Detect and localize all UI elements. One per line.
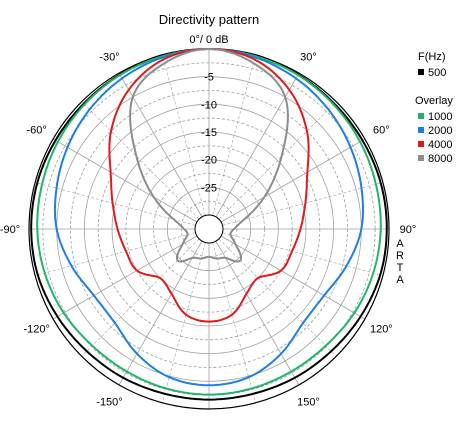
series-line-500 <box>30 48 388 401</box>
legend: F(Hz) Overlay 500 1000 2000 4000 8000 <box>415 51 453 165</box>
side-letter: A <box>396 274 404 286</box>
axis-labels: -5 -10 -15 -20 -25 -30° 30° -60° 60° -90° 90° -120°… <box>0 52 416 424</box>
legend-swatch <box>418 113 424 119</box>
angle-tick-label: 30° <box>300 52 317 64</box>
series-line-2000 <box>53 48 365 387</box>
angle-tick-label: 150° <box>297 396 320 408</box>
grid-spoke <box>215 240 300 386</box>
angle-tick-label: 120° <box>370 324 393 336</box>
grid-spoke <box>222 182 383 226</box>
series-layer <box>30 48 388 401</box>
series-line-8000 <box>129 48 289 263</box>
legend-heading: F(Hz) <box>418 51 446 63</box>
side-letter: R <box>396 250 404 262</box>
grid-spoke <box>212 242 256 403</box>
grid-spoke <box>81 238 200 357</box>
grid-spoke <box>35 182 196 226</box>
grid-spoke <box>52 235 198 320</box>
radial-tick-label: -5 <box>204 72 214 84</box>
legend-swatch <box>418 127 424 133</box>
legend-swatch <box>418 69 424 75</box>
grid-spoke <box>222 232 383 276</box>
side-letter: T <box>397 262 404 274</box>
legend-overlay-heading: Overlay <box>415 95 453 107</box>
grid-spoke <box>218 238 337 357</box>
legend-entry: 4000 <box>428 139 452 151</box>
radial-tick-label: -20 <box>201 155 217 167</box>
grid-spoke <box>52 138 198 223</box>
grid-spoke <box>218 101 337 220</box>
legend-swatch <box>418 141 424 147</box>
grid-spoke <box>162 242 206 403</box>
radial-tick-label: -25 <box>201 182 217 194</box>
series-line-4000 <box>108 48 310 323</box>
radial-tick-label: -15 <box>201 127 217 139</box>
legend-swatch <box>418 155 424 161</box>
angle-tick-label: 60° <box>373 125 390 137</box>
legend-entry: 1000 <box>428 111 452 123</box>
grid-spoke <box>35 232 196 276</box>
angle-tick-label: -150° <box>96 396 122 408</box>
side-letter: A <box>396 238 404 250</box>
polar-grid <box>28 48 390 410</box>
legend-entry: 8000 <box>428 153 452 165</box>
top-radius-label: 0°/ 0 dB <box>189 34 228 46</box>
legend-entry: 500 <box>428 67 446 79</box>
grid-spoke <box>220 235 366 320</box>
grid-spoke <box>220 138 366 223</box>
angle-tick-label: -90° <box>0 224 20 236</box>
center-hole <box>194 214 224 244</box>
grid-spoke <box>118 72 203 218</box>
legend-entry: 2000 <box>428 125 452 137</box>
angle-tick-label: -120° <box>23 324 49 336</box>
angle-tick-label: -60° <box>27 125 47 137</box>
grid-spoke <box>162 55 206 216</box>
series-line-1000 <box>36 48 382 396</box>
angle-tick-label: 90° <box>400 224 417 236</box>
radial-tick-label: -10 <box>201 99 217 111</box>
grid-spoke <box>212 55 256 216</box>
grid-spoke <box>215 72 300 218</box>
grid-spoke <box>118 240 203 386</box>
angle-tick-label: -30° <box>99 52 119 64</box>
chart-title: Directivity pattern <box>159 12 259 27</box>
grid-spoke <box>81 101 200 220</box>
